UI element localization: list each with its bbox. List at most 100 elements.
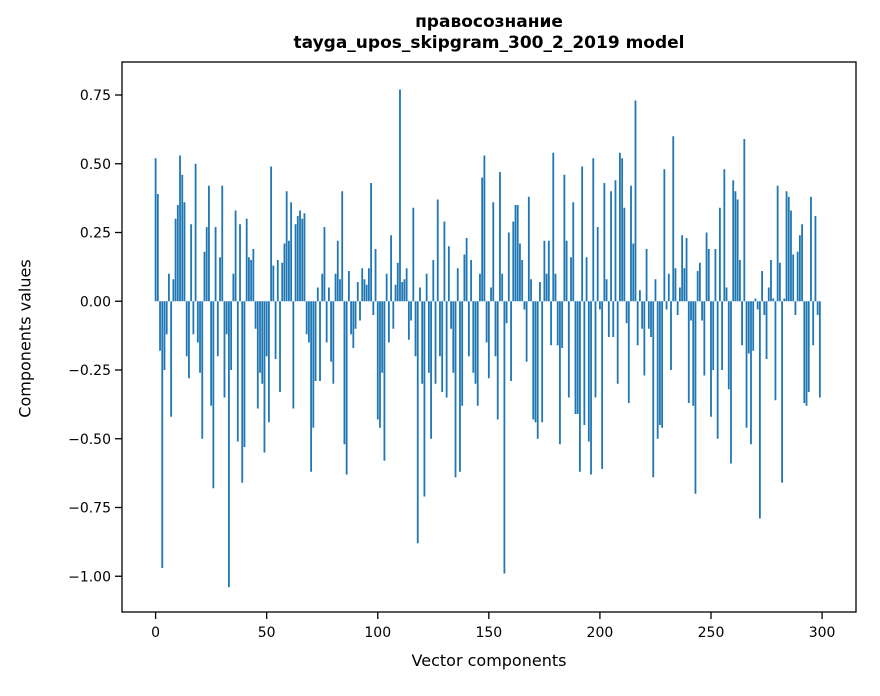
bar — [801, 224, 803, 302]
bar — [792, 254, 795, 302]
bar — [183, 202, 186, 302]
bar — [461, 301, 464, 406]
bar — [554, 273, 557, 302]
bar — [761, 271, 763, 302]
bar — [570, 257, 572, 302]
bar — [230, 301, 233, 370]
bar — [474, 301, 477, 384]
bar — [463, 254, 466, 302]
bar — [525, 301, 528, 362]
bar — [716, 301, 719, 439]
bar — [616, 301, 619, 384]
bar — [627, 301, 630, 403]
bar — [334, 273, 337, 302]
bar — [392, 301, 395, 329]
bar — [363, 279, 366, 302]
bar — [727, 301, 730, 390]
bar — [818, 301, 821, 398]
bar — [601, 301, 604, 469]
bar — [707, 249, 710, 302]
bar — [259, 301, 261, 373]
bar — [319, 301, 321, 381]
bar — [316, 287, 319, 302]
bar — [439, 301, 441, 357]
bar — [603, 183, 606, 302]
bar — [614, 180, 617, 302]
bar — [221, 185, 224, 302]
y-tick-label: 0.75 — [80, 88, 111, 104]
bar — [347, 271, 350, 302]
bar — [248, 257, 250, 302]
bar — [434, 301, 437, 384]
bar — [467, 301, 470, 357]
bar — [256, 301, 259, 409]
bar — [585, 257, 588, 302]
bar — [359, 301, 361, 321]
bar — [345, 301, 348, 475]
bar — [165, 301, 168, 335]
bar — [470, 260, 472, 302]
bar — [472, 301, 475, 373]
bar — [647, 301, 650, 329]
bar — [687, 301, 690, 403]
bar — [450, 301, 452, 329]
bar — [810, 196, 812, 302]
bar — [754, 298, 757, 302]
bar — [361, 268, 364, 302]
bar — [423, 301, 426, 497]
bar — [812, 301, 815, 346]
bar — [681, 235, 684, 302]
x-axis-label: Vector components — [411, 651, 567, 670]
y-tick-label: 0.25 — [80, 226, 111, 242]
x-tick-label: 250 — [698, 625, 725, 641]
bar — [241, 301, 244, 483]
bar — [414, 301, 417, 357]
bar — [412, 207, 415, 302]
bar — [758, 301, 761, 519]
bar — [745, 301, 748, 428]
bar — [590, 301, 592, 475]
bar — [176, 205, 179, 302]
bar — [310, 301, 313, 472]
bar — [312, 301, 315, 428]
bar — [370, 183, 372, 302]
bar — [561, 301, 564, 348]
bar — [341, 191, 344, 302]
bar — [572, 202, 575, 302]
bar — [272, 265, 275, 302]
bar — [599, 301, 601, 310]
bar — [454, 301, 457, 478]
bar — [623, 207, 626, 302]
bar — [379, 301, 381, 428]
bar — [670, 301, 672, 370]
bar — [519, 243, 521, 302]
bar — [776, 185, 779, 302]
bar — [210, 301, 213, 406]
bar — [228, 301, 230, 588]
y-tick-label: −0.25 — [68, 363, 111, 379]
bar — [587, 301, 590, 442]
x-tick-label: 200 — [587, 625, 614, 641]
bar — [552, 152, 555, 302]
bar — [161, 301, 164, 568]
bar — [814, 216, 817, 302]
bar — [576, 301, 579, 414]
bar — [307, 301, 310, 343]
bar — [172, 279, 175, 302]
bar — [492, 202, 495, 302]
bar — [679, 287, 681, 302]
bar — [459, 301, 461, 472]
bar — [323, 227, 326, 302]
bar — [690, 301, 692, 321]
bar — [263, 301, 266, 453]
x-tick-label: 150 — [475, 625, 502, 641]
bar — [374, 249, 377, 302]
bar — [296, 216, 299, 302]
bar — [752, 301, 755, 351]
bar — [783, 298, 786, 302]
bar — [567, 301, 570, 398]
bar — [203, 251, 206, 302]
bar — [692, 301, 695, 406]
bar — [596, 227, 599, 302]
bar — [698, 262, 701, 302]
